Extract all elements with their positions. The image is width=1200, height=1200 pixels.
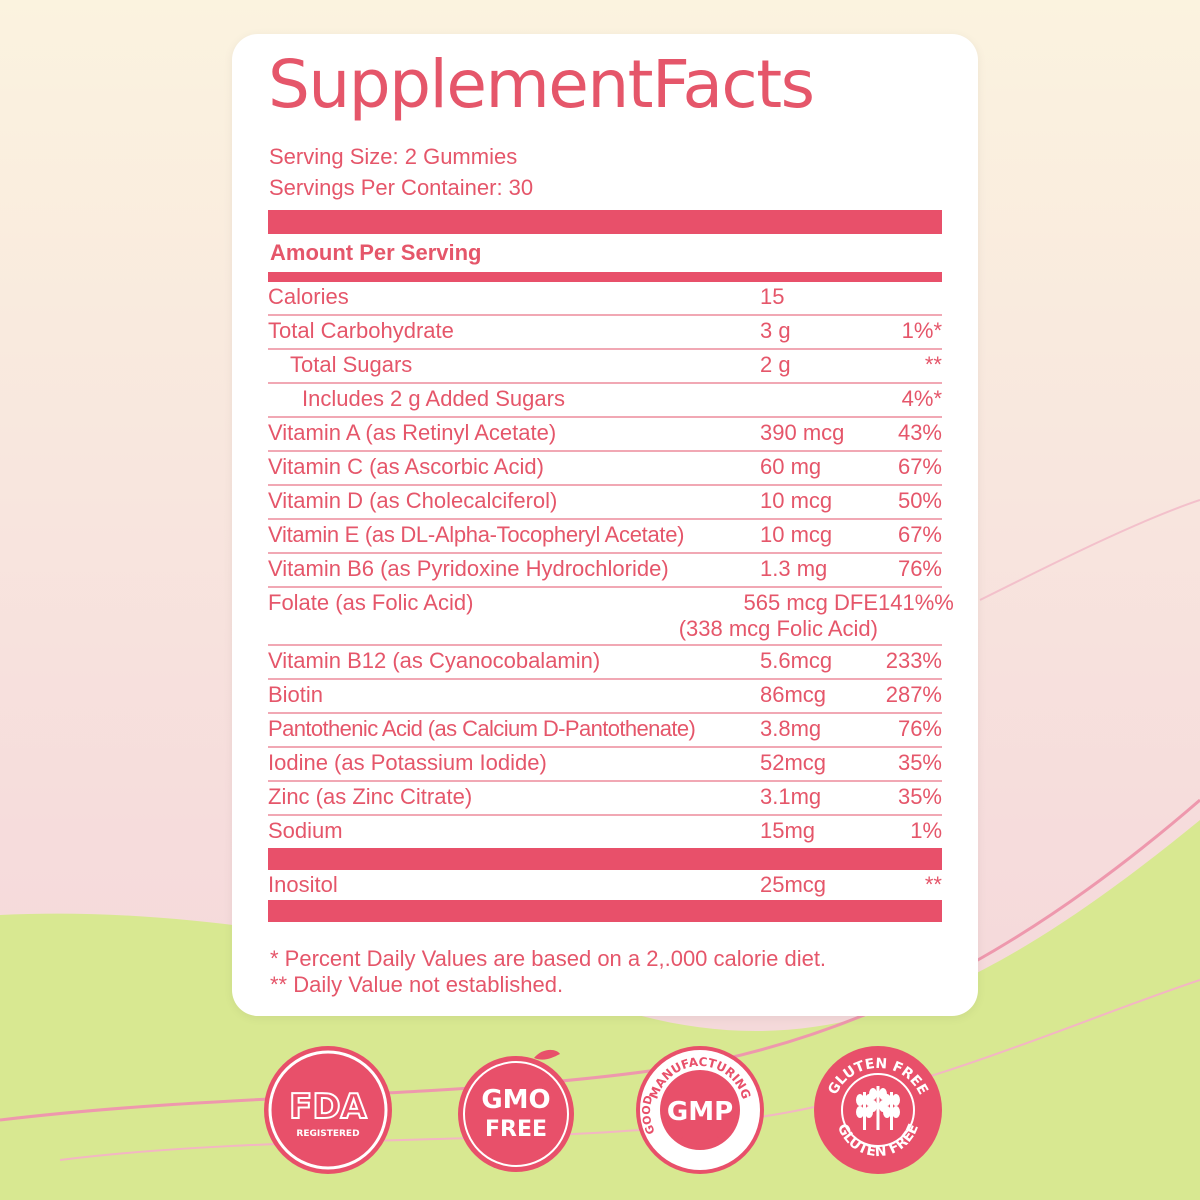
nutrient-amount: 15 (760, 284, 785, 309)
nutrient-row: Folate (as Folic Acid) 565 mcg DFE (338 … (268, 588, 954, 646)
footnote-not-established: ** Daily Value not established. (270, 972, 564, 997)
nutrient-label: Pantothenic Acid (as Calcium D-Pantothen… (268, 716, 696, 741)
footnotes: * Percent Daily Values are based on a 2,… (270, 946, 826, 998)
gmo-free-icon: GMO FREE (458, 1049, 574, 1172)
nutrient-amount: 25mcg (760, 872, 827, 897)
inositol-row: Inositol 25mcg ** (268, 870, 942, 900)
nutrient-row: Biotin 86mcg 287% (268, 680, 942, 714)
nutrient-row: Vitamin A (as Retinyl Acetate) 390 mcg 4… (268, 418, 942, 452)
top-divider-bar (268, 210, 942, 234)
nutrient-daily-value: ** (924, 872, 942, 897)
nutrient-row: Zinc (as Zinc Citrate) 3.1mg 35% (268, 782, 942, 816)
amount-per-serving-heading: Amount Per Serving (270, 240, 482, 265)
nutrient-row: Includes 2 g Added Sugars 4%* (268, 384, 942, 418)
nutrient-daily-value: 141%% (878, 590, 954, 615)
nutrient-label: Sodium (268, 818, 343, 843)
nutrient-row: Pantothenic Acid (as Calcium D-Pantothen… (268, 714, 942, 748)
nutrient-row: Sodium 15mg 1% (268, 816, 942, 848)
nutrient-daily-value: 1% (910, 818, 942, 843)
nutrient-label: Iodine (as Potassium Iodide) (268, 750, 547, 775)
bottom-divider-bar (268, 900, 942, 922)
folate-amount-folic-acid: (338 mcg Folic Acid) (678, 616, 878, 641)
nutrient-row: Vitamin E (as DL-Alpha-Tocopheryl Acetat… (268, 520, 942, 554)
nutrient-amount: 3.1mg (760, 784, 822, 809)
nutrient-label: Total Sugars (290, 352, 413, 377)
nutrient-amount: 565 mcg DFE (338 mcg Folic Acid) (660, 588, 878, 642)
nutrient-daily-value: 233% (885, 648, 942, 673)
facts-table: Amount Per Serving Calories 15 Total Car… (268, 210, 954, 922)
nutrient-amount: 15mg (760, 818, 816, 843)
nutrient-row: Total Carbohydrate 3 g 1%* (268, 316, 942, 350)
nutrient-label: Folate (as Folic Acid) (268, 590, 474, 615)
wheat-icon (856, 1086, 900, 1130)
fda-registered-icon: FDA REGISTERED (264, 1046, 392, 1174)
nutrient-row: Vitamin D (as Cholecalciferol) 10 mcg 50… (268, 486, 942, 520)
nutrient-amount: 2 g (760, 352, 791, 377)
nutrient-label: Vitamin C (as Ascorbic Acid) (268, 454, 544, 479)
nutrient-daily-value: 76% (897, 716, 942, 741)
nutrient-row: Vitamin B6 (as Pyridoxine Hydrochloride)… (268, 554, 942, 588)
other-ingredients-divider-bar (268, 848, 942, 870)
footnote-daily-values: * Percent Daily Values are based on a 2,… (270, 946, 827, 971)
nutrient-amount: 5.6mcg (760, 648, 833, 673)
nutrient-daily-value: 35% (897, 750, 942, 775)
nutrient-daily-value: 4%* (901, 386, 942, 411)
nutrient-amount: 60 mg (760, 454, 822, 479)
free-text: FREE (485, 1117, 547, 1142)
nutrient-label: Vitamin B12 (as Cyanocobalamin) (268, 648, 601, 673)
panel-title: SupplementFacts (268, 46, 815, 123)
nutrient-daily-value: 43% (897, 420, 942, 445)
nutrient-daily-value (872, 282, 942, 284)
fda-text: FDA (289, 1087, 367, 1127)
fda-registered-text: REGISTERED (296, 1129, 359, 1139)
nutrient-label: Includes 2 g Added Sugars (302, 386, 565, 411)
gmp-ring-bottom-text: PRACTICE (671, 1130, 730, 1152)
nutrient-label: Vitamin A (as Retinyl Acetate) (268, 420, 557, 445)
nutrient-amount (760, 384, 872, 386)
nutrient-label: Total Carbohydrate (268, 318, 454, 343)
gmp-text: GMP (667, 1097, 733, 1127)
nutrient-daily-value: 35% (897, 784, 942, 809)
nutrient-row: Calories 15 (268, 282, 942, 316)
nutrient-amount: 3.8mg (760, 716, 822, 741)
nutrient-daily-value: 76% (897, 556, 942, 581)
gmp-seal-icon: MANUFACTURING GOOD PRACTICE GMP (636, 1046, 764, 1174)
folate-amount-dfe: 565 mcg DFE (743, 590, 879, 615)
gluten-free-wheat-icon: GLUTEN FREE GLUTEN FREE (814, 1046, 942, 1174)
nutrient-amount: 1.3 mg (760, 556, 828, 581)
nutrient-label: Vitamin E (as DL-Alpha-Tocopheryl Acetat… (268, 522, 685, 547)
nutrient-daily-value: 67% (897, 522, 942, 547)
nutrient-amount: 390 mcg (760, 420, 845, 445)
nutrient-label: Zinc (as Zinc Citrate) (268, 784, 473, 809)
serving-size: Serving Size: 2 Gummies (269, 144, 518, 169)
nutrient-row: Iodine (as Potassium Iodide) 52mcg 35% (268, 748, 942, 782)
nutrient-row: Vitamin C (as Ascorbic Acid) 60 mg 67% (268, 452, 942, 486)
nutrient-daily-value: 1%* (901, 318, 942, 343)
nutrient-amount: 86mcg (760, 682, 827, 707)
nutrient-daily-value: 67% (897, 454, 942, 479)
nutrient-label: Calories (268, 284, 349, 309)
nutrient-label: Vitamin B6 (as Pyridoxine Hydrochloride) (268, 556, 669, 581)
nutrient-label: Biotin (268, 682, 324, 707)
gmo-text: GMO (481, 1085, 550, 1115)
nutrient-amount: 3 g (760, 318, 791, 343)
nutrient-amount: 10 mcg (760, 522, 833, 547)
servings-per-container: Servings Per Container: 30 (269, 175, 534, 200)
nutrient-daily-value: ** (924, 352, 942, 377)
nutrient-daily-value: 287% (885, 682, 942, 707)
nutrient-daily-value: 50% (897, 488, 942, 513)
nutrient-row: Vitamin B12 (as Cyanocobalamin) 5.6mcg 2… (268, 646, 942, 680)
supplement-facts-card: SupplementFacts Serving Size: 2 Gummies … (232, 34, 978, 1016)
nutrient-label: Vitamin D (as Cholecalciferol) (268, 488, 558, 513)
heading-divider-bar (268, 272, 942, 282)
nutrient-label: Inositol (268, 872, 338, 897)
nutrient-amount: 10 mcg (760, 488, 833, 513)
nutrient-row: Total Sugars 2 g ** (268, 350, 942, 384)
nutrient-amount: 52mcg (760, 750, 827, 775)
